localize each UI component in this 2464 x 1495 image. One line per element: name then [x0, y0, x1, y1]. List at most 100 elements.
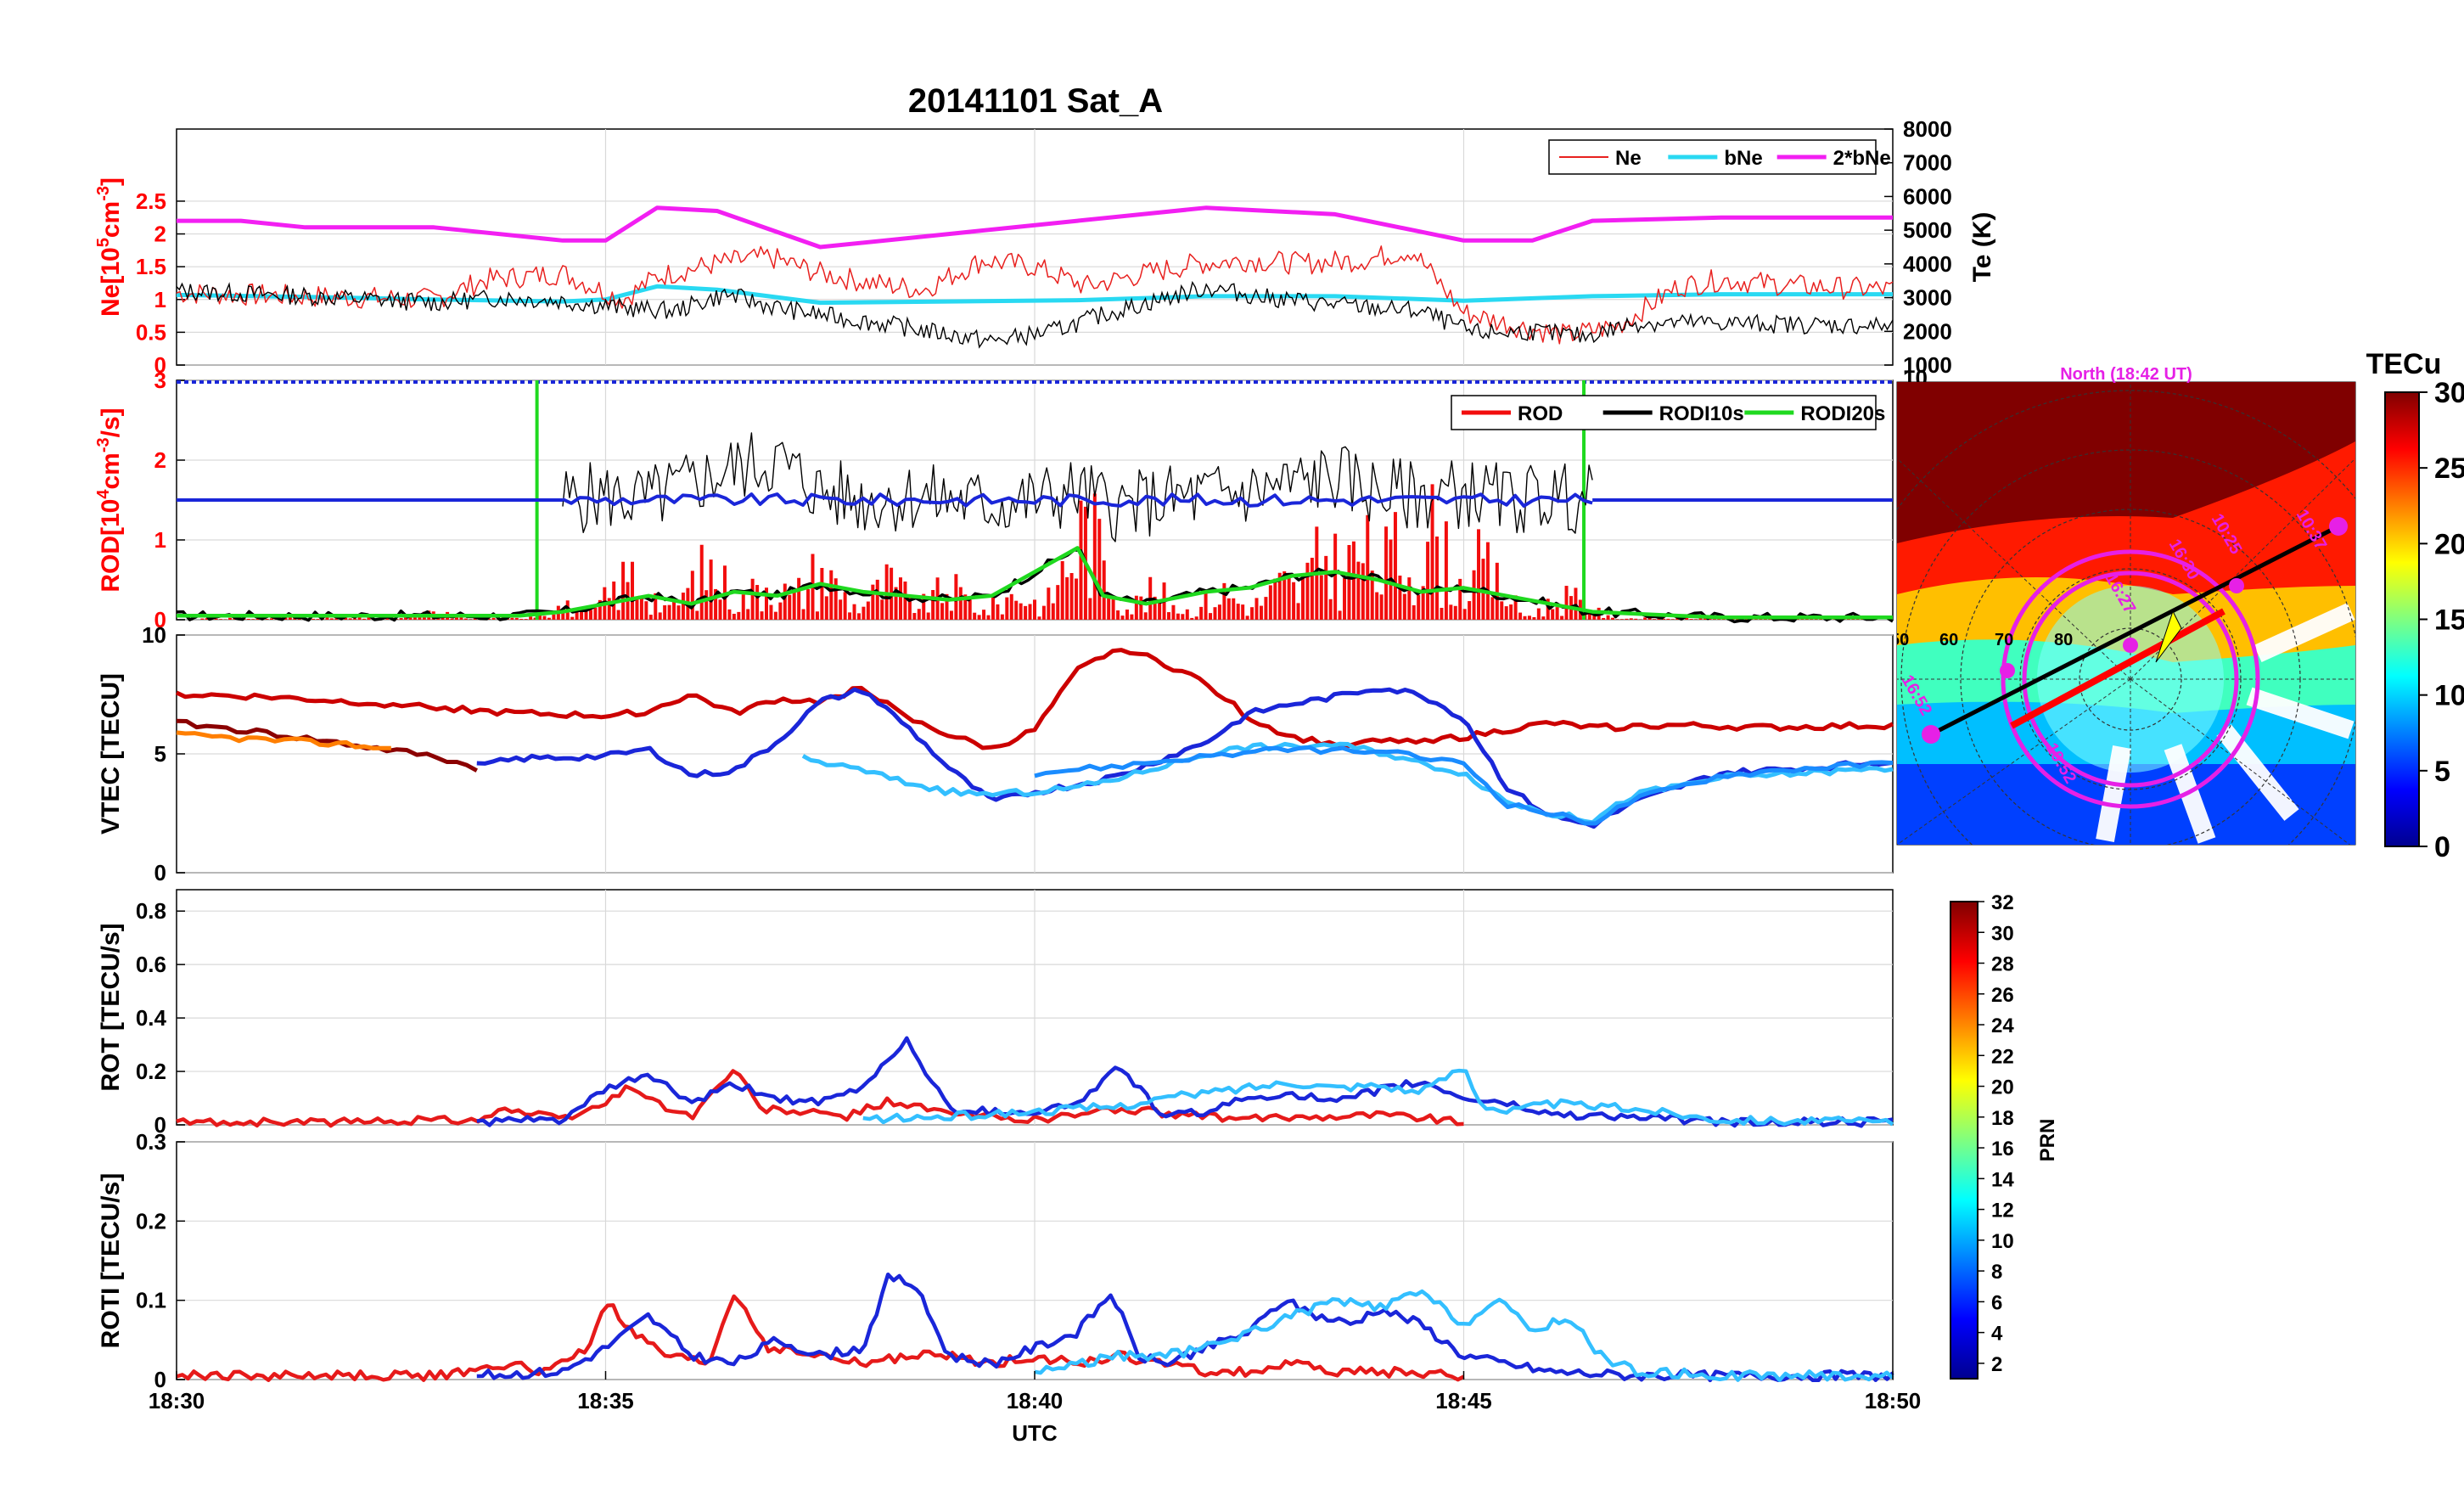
tec-colorbar: TECu 0 5 10 15 20 25 30	[2366, 348, 2464, 863]
y2-axis-label: Te (K)	[1968, 212, 1996, 283]
y-tick-label: 0.5	[136, 319, 166, 345]
y-tick-label: 0.6	[136, 952, 166, 977]
y-tick-label: 0	[154, 607, 166, 632]
series-PRN-orange	[176, 730, 391, 750]
prn-tick-label: 26	[1991, 984, 2014, 1007]
series-RODI20s	[177, 546, 1893, 620]
series-Ne	[176, 245, 1894, 345]
y-axis-label-part: cm	[97, 201, 125, 238]
y-tick-label: 0.2	[136, 1059, 166, 1084]
tec-tick-label: 25	[2434, 452, 2464, 485]
series-RODI10s-blue	[562, 492, 1593, 508]
prn-tick-label: 8	[1991, 1261, 2002, 1284]
y-axis-label-part: /s]	[97, 407, 125, 437]
panel-ne-te: 0 0.5 1 1.5 2 2.5 1000 2000 3000 4000 5000 6000 7000…	[94, 116, 1996, 378]
tec-tick-label: 5	[2434, 756, 2450, 788]
y2-tick-label: 5000	[1903, 217, 1952, 243]
y-axis-label-part: -3	[94, 186, 113, 201]
y-tick-label: 2	[154, 222, 166, 247]
series-ROTI-cyan	[1034, 1289, 1894, 1383]
map-lat-labels: 50 60 70 80	[1890, 631, 2073, 649]
prn-colorbar-label: PRN	[2036, 1119, 2059, 1162]
series-ROT-red	[176, 1069, 1464, 1128]
series-PRN-lightblue	[1034, 745, 1894, 826]
panel-roti: 0 0.1 0.2 0.3 ROTI [TECU/s] 18:30 18:35 18:40 18…	[97, 1129, 1921, 1446]
series-PRN-darkred	[176, 718, 478, 773]
y-tick-label: 1	[154, 527, 166, 553]
y-tick-label: 0.2	[136, 1208, 166, 1234]
x-tick-label: 18:45	[1435, 1388, 1492, 1414]
y-tick-label: 0.4	[136, 1005, 167, 1031]
y-axis-label: ROD[104cm-3/s]	[94, 407, 125, 592]
prn-tick-label: 24	[1991, 1014, 2014, 1037]
tec-tick-label: 10	[2434, 680, 2464, 712]
legend-label: ROD	[1518, 402, 1563, 425]
y2-tick-label: 1000	[1903, 352, 1952, 378]
y-axis-label-part: 4	[94, 489, 113, 499]
map-lat-80: 80	[2054, 631, 2073, 649]
y-axis-label-part: 5	[94, 238, 113, 247]
prn-tick-label: 28	[1991, 953, 2014, 976]
y2-tick-label: 3000	[1903, 285, 1952, 311]
map-track-marker	[2155, 610, 2182, 663]
y-tick-label: 0.1	[136, 1288, 166, 1313]
y-axis-label-part: ROD[10	[97, 499, 125, 593]
y2-tick-label: 4000	[1903, 251, 1952, 277]
panel-rot: 0 0.2 0.4 0.6 0.8 ROT [TECU/s]	[97, 889, 1894, 1138]
prn-tick-label: 32	[1991, 891, 2014, 914]
y2-tick-label: 7000	[1903, 150, 1952, 176]
y-tick-label: 0	[154, 1367, 166, 1392]
prn-tick-label: 30	[1991, 922, 2014, 945]
y-axis-label: Ne[105cm-3]	[94, 177, 125, 317]
y-tick-label: 0.8	[136, 898, 166, 924]
y-axis-label-part: Ne[10	[97, 247, 125, 317]
polar-map: 50 60 70 80 10:37 10:25 16:30 16:27 16:5…	[1890, 365, 2356, 846]
y-tick-label: 2.5	[136, 188, 166, 214]
y-tick-label: 3	[154, 368, 166, 393]
map-track-points	[1922, 517, 2348, 744]
y-tick-label: 5	[154, 741, 166, 767]
y-axis-label: ROTI [TECU/s]	[97, 1173, 125, 1349]
series-RODI10s-disturbance	[562, 432, 1593, 542]
prn-tick-label: 10	[1991, 1230, 2014, 1253]
series-2*bNe	[177, 205, 1893, 250]
tec-colorbar-bar	[2384, 391, 2420, 847]
map-magenta-rings	[2001, 549, 2260, 809]
x-tick-label: 18:40	[1007, 1388, 1064, 1414]
panel-vtec: 0 5 10 VTEC [TECU]	[97, 622, 1894, 885]
prn-tick-label: 14	[1991, 1168, 2014, 1191]
prn-tick-label: 18	[1991, 1107, 2014, 1130]
x-axis-label: UTC	[1012, 1420, 1058, 1446]
y2-tick-label: 6000	[1903, 183, 1952, 209]
y-tick-label: 2	[154, 447, 166, 473]
map-lat-60: 60	[1939, 631, 1958, 649]
x-tick-label: 18:35	[577, 1388, 634, 1414]
tec-tick-label: 0	[2434, 831, 2450, 863]
prn-tick-label: 4	[1991, 1323, 2003, 1346]
legend-label: RODI10s	[1659, 402, 1744, 425]
legend-label: Ne	[1615, 147, 1642, 170]
y-tick-label: 0	[154, 1112, 166, 1138]
tec-tick-label: 20	[2434, 528, 2464, 560]
tec-tick-label: 15	[2434, 604, 2464, 637]
prn-tick-label: 6	[1991, 1291, 2002, 1314]
map-ne-track	[2010, 608, 2225, 729]
tec-colorbar-ticks: 0 5 10 15 20 25 30	[2419, 377, 2464, 863]
tec-tick-label: 30	[2434, 377, 2464, 409]
legend-box	[1451, 395, 1877, 430]
y-axis-label-part: cm	[97, 452, 125, 489]
y-tick-label: 0	[154, 860, 166, 885]
tec-colorbar-label: TECu	[2366, 348, 2442, 380]
y-tick-label: 0	[154, 352, 166, 378]
y-tick-label: 0.3	[136, 1129, 166, 1155]
y2-tick-label: 2000	[1903, 318, 1952, 344]
prn-tick-label: 16	[1991, 1138, 2014, 1161]
series-Te	[176, 280, 1894, 349]
map-lat-50: 50	[1890, 631, 1909, 649]
map-meridians	[1897, 382, 2355, 845]
